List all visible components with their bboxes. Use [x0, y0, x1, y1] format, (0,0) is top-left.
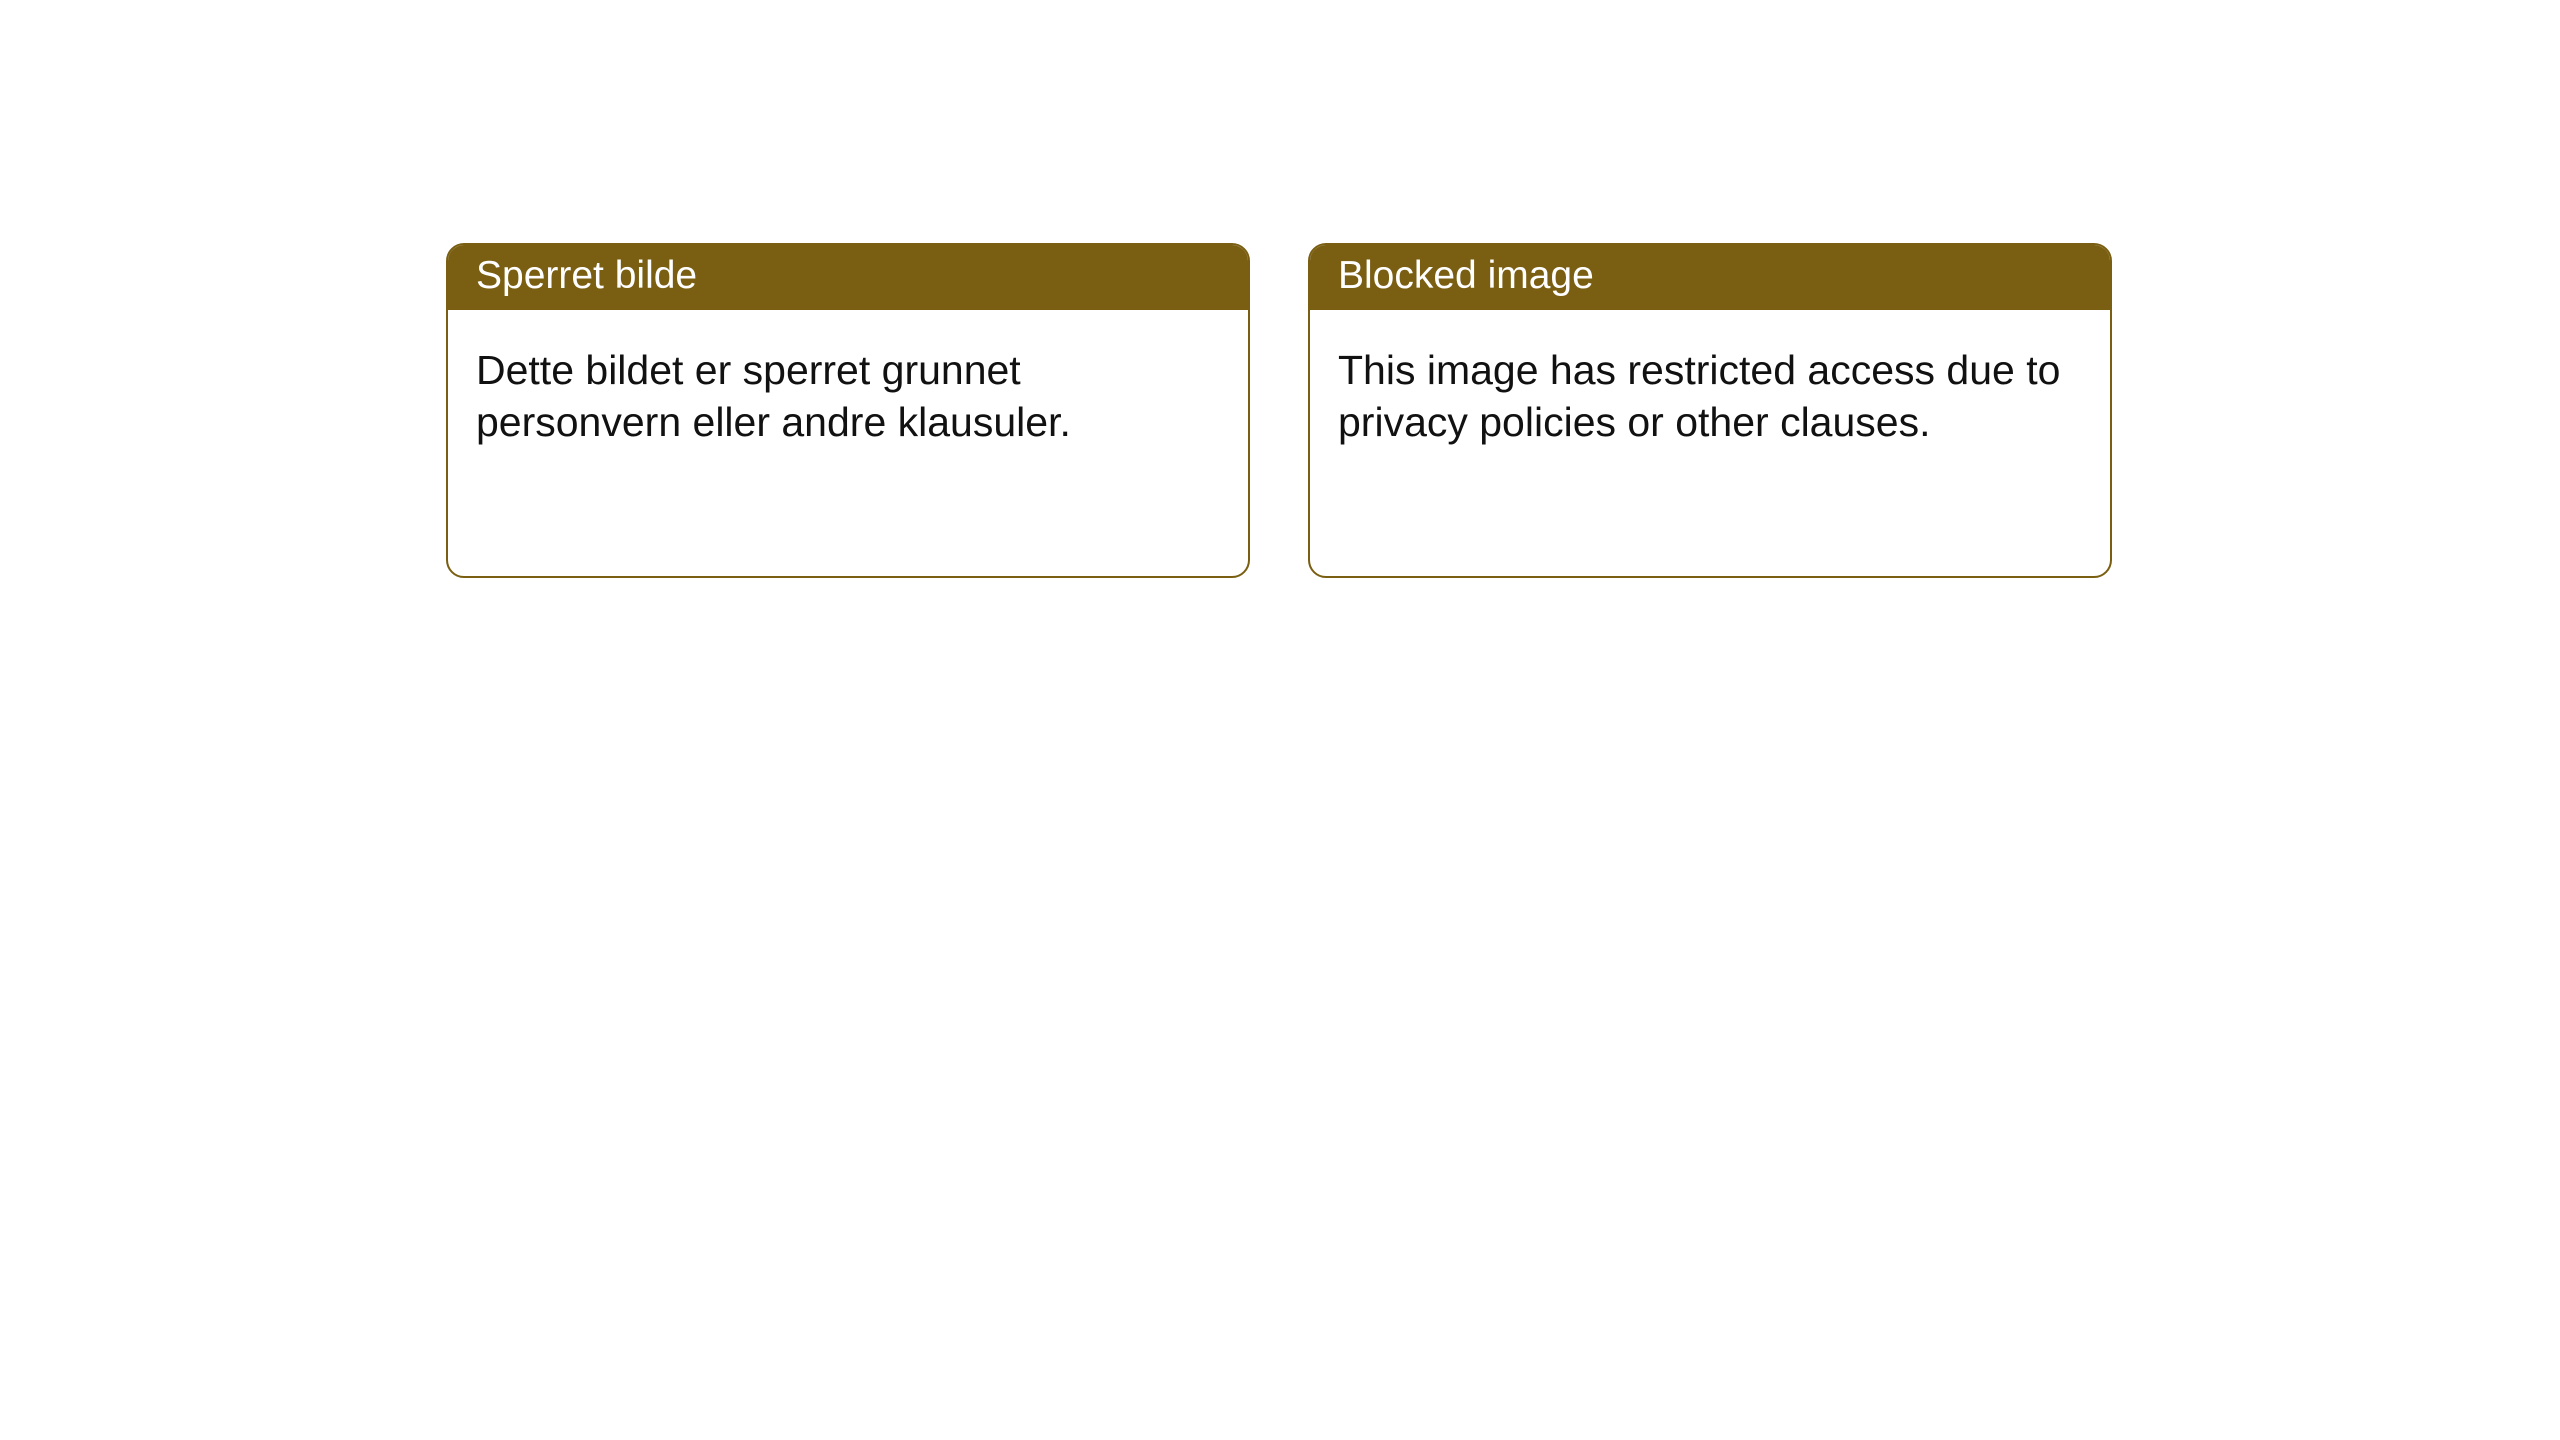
notice-header-no: Sperret bilde: [448, 245, 1248, 310]
notice-card-en: Blocked image This image has restricted …: [1308, 243, 2112, 578]
notice-body-en: This image has restricted access due to …: [1310, 310, 2110, 477]
notice-body-no: Dette bildet er sperret grunnet personve…: [448, 310, 1248, 477]
notice-container: Sperret bilde Dette bildet er sperret gr…: [0, 0, 2560, 578]
notice-header-en: Blocked image: [1310, 245, 2110, 310]
notice-card-no: Sperret bilde Dette bildet er sperret gr…: [446, 243, 1250, 578]
